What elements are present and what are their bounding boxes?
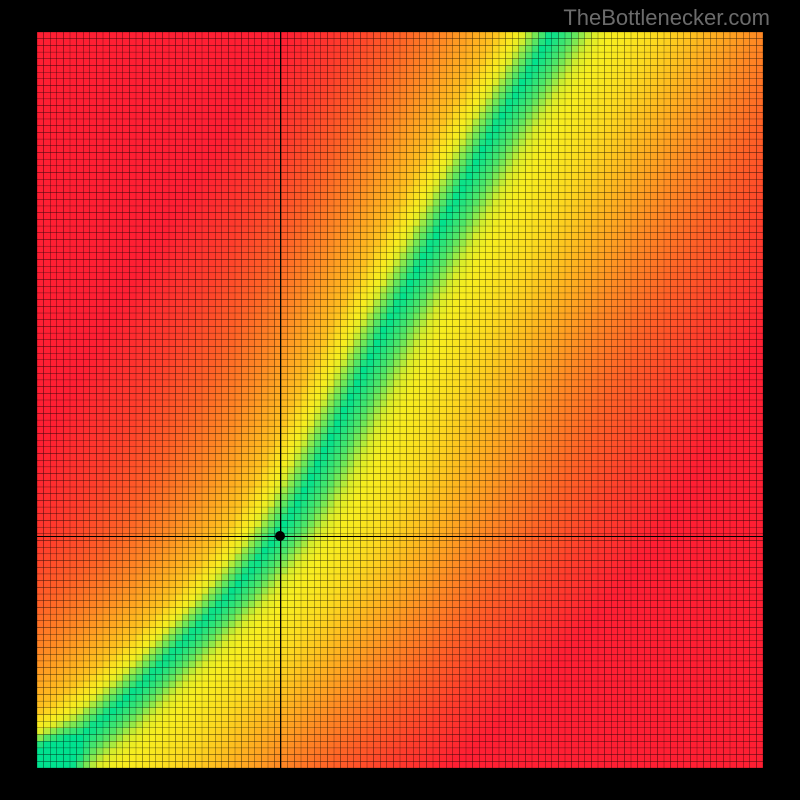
crosshair-horizontal	[37, 536, 763, 537]
watermark-label: TheBottlenecker.com	[563, 5, 770, 31]
crosshair-vertical	[280, 32, 281, 768]
bottleneck-heatmap	[37, 32, 763, 768]
chart-container: TheBottlenecker.com	[0, 0, 800, 800]
